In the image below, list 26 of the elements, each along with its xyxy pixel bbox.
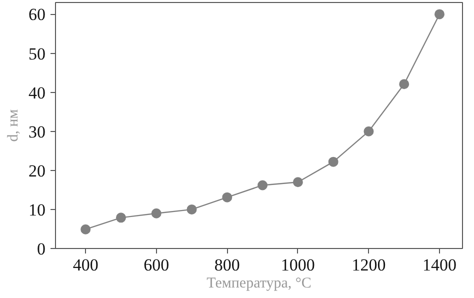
point xyxy=(80,224,91,234)
point xyxy=(151,208,162,218)
point xyxy=(292,177,303,188)
point xyxy=(364,126,374,136)
y-tick-label: 50 xyxy=(28,44,46,64)
x-tick-label: 1200 xyxy=(352,256,386,274)
point xyxy=(222,192,232,202)
y-axis-title: d, нм xyxy=(6,108,22,142)
y-tick-label: 40 xyxy=(28,83,46,102)
point xyxy=(399,79,410,90)
point xyxy=(328,156,338,167)
x-tick-label: 800 xyxy=(214,256,240,274)
point xyxy=(186,204,197,214)
y-tick-label: 60 xyxy=(28,5,46,24)
y-tick-label: 20 xyxy=(28,161,46,180)
point xyxy=(434,9,444,20)
x-tick-label: 1000 xyxy=(280,256,315,274)
point xyxy=(116,212,126,223)
y-tick-label: 10 xyxy=(28,200,46,220)
x-tick-label: 400 xyxy=(72,256,98,274)
y-tick-label: 30 xyxy=(28,122,46,142)
y-tick-label: 0 xyxy=(37,240,46,258)
point xyxy=(258,180,268,190)
x-tick-label: 1400 xyxy=(422,256,456,274)
x-tick-label: 600 xyxy=(144,256,170,274)
x-axis-title: Температура, °C xyxy=(206,276,312,292)
